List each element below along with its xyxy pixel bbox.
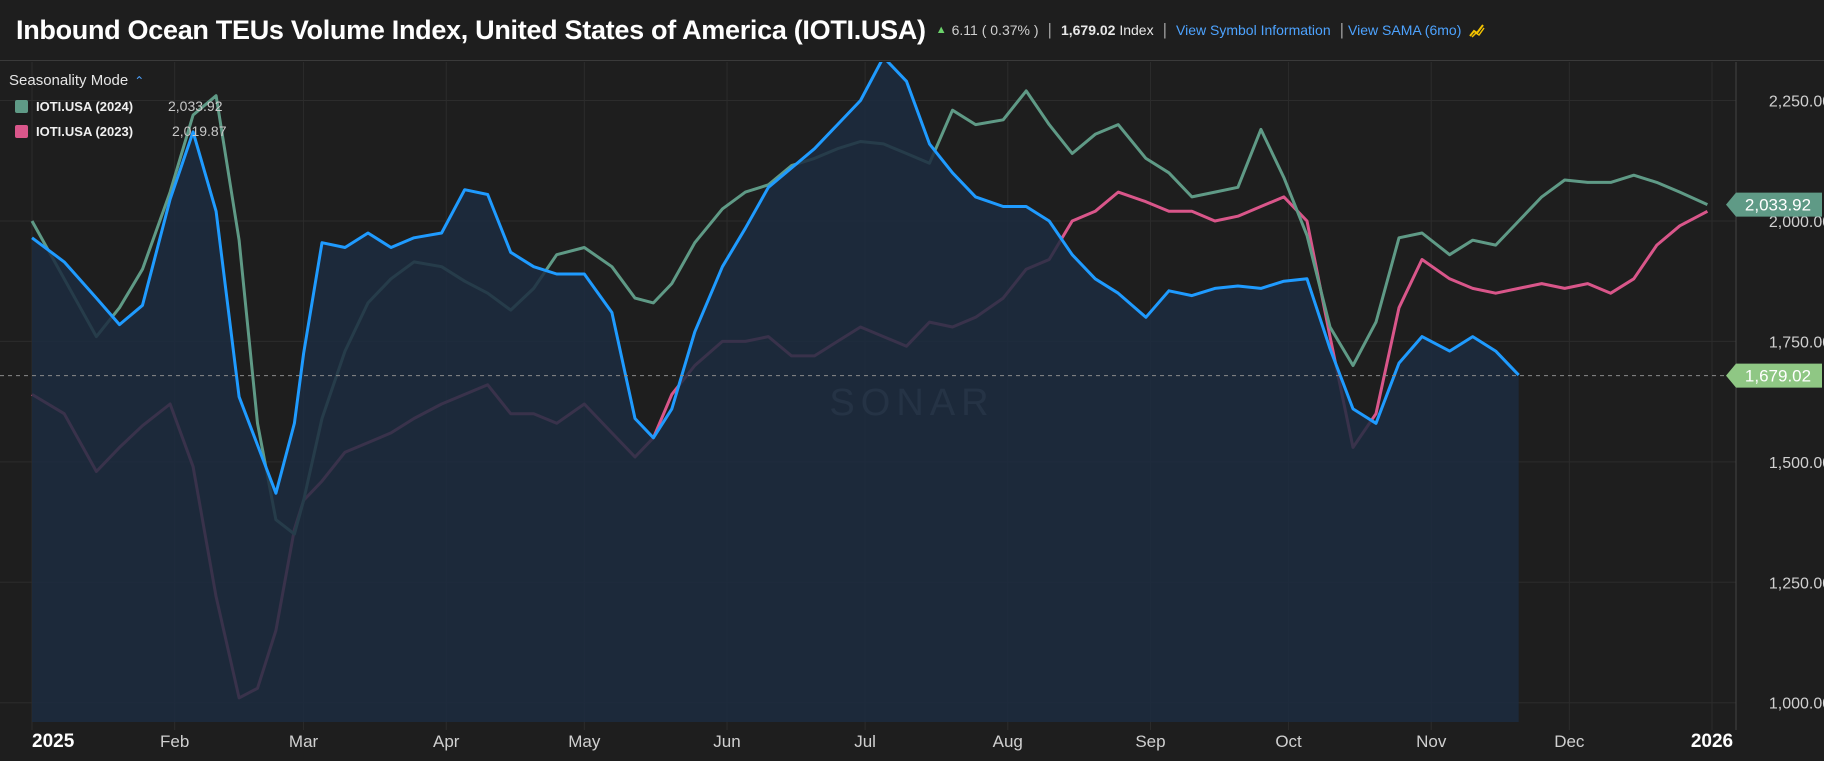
seasonality-mode-toggle[interactable]: Seasonality Mode ⌃ <box>9 72 227 89</box>
current-price: 1,679.02 Index <box>1061 22 1154 38</box>
x-tick-label: Oct <box>1275 732 1302 751</box>
price-change-value: 6.11 ( 0.37% ) <box>951 22 1039 38</box>
x-tick-label: Dec <box>1554 732 1585 751</box>
arrow-up-icon: ▲ <box>935 24 947 36</box>
chevron-up-icon[interactable]: ⌃ <box>134 73 145 88</box>
chart-area[interactable]: 1,000.00 1,250.00 1,500.00 1,750.00 2,000.00… <box>0 62 1824 761</box>
y-tick-label: 2,250.00 <box>1769 94 1824 111</box>
series-area-2025 <box>32 62 1519 722</box>
x-tick-label: Jun <box>713 732 740 751</box>
x-tick-label: Feb <box>160 732 189 751</box>
legend-label-2023: IOTI.USA (2023) <box>36 123 134 139</box>
price-tag-current: 1,679.02 <box>1745 367 1811 386</box>
price-unit: Index <box>1119 22 1154 38</box>
x-tick-label: 2026 <box>1691 731 1733 752</box>
view-symbol-information-link[interactable]: View Symbol Information <box>1176 22 1331 38</box>
price-tag-current-bg <box>1726 363 1822 388</box>
divider: | <box>1339 20 1345 39</box>
legend-swatch-2024 <box>15 99 28 113</box>
legend-value-2024: 2,033.92 <box>168 98 223 114</box>
y-tick-label: 1,750.00 <box>1769 334 1824 351</box>
legend-item-2024[interactable]: IOTI.USA (2024) 2,033.92 <box>9 98 227 114</box>
divider: | <box>1162 20 1168 39</box>
price-tag-2024-bg <box>1726 192 1822 217</box>
chart-header: Inbound Ocean TEUs Volume Index, United … <box>0 0 1824 61</box>
x-tick-label: Jul <box>854 732 876 751</box>
x-tick-label: 2025 <box>32 731 75 752</box>
y-tick-label: 2,000.00 <box>1769 214 1824 231</box>
x-tick-label: Mar <box>289 732 319 751</box>
divider: | <box>1047 20 1052 39</box>
view-sama-link[interactable]: View SAMA (6mo) <box>1348 22 1462 38</box>
price-tag-2024: 2,033.92 <box>1745 196 1811 215</box>
legend-label-2024: IOTI.USA (2024) <box>36 98 134 114</box>
y-tick-label: 1,000.00 <box>1769 696 1824 713</box>
chart-svg[interactable]: 1,000.00 1,250.00 1,500.00 1,750.00 2,000.00… <box>0 62 1824 761</box>
y-tick-label: 1,500.00 <box>1769 455 1824 472</box>
x-tick-label: Aug <box>993 732 1023 751</box>
sama-chart-icon[interactable] <box>1469 22 1485 38</box>
chart-title: Inbound Ocean TEUs Volume Index, United … <box>16 14 926 45</box>
legend-value-2023: 2,019.87 <box>172 123 227 139</box>
x-tick-label: Apr <box>433 732 460 751</box>
legend: Seasonality Mode ⌃ IOTI.USA (2024) 2,033… <box>9 72 227 139</box>
x-tick-label: Nov <box>1416 732 1447 751</box>
legend-item-2023[interactable]: IOTI.USA (2023) 2,019.87 <box>9 123 227 139</box>
series-line-2025 <box>31 62 1520 495</box>
x-tick-label: Sep <box>1135 732 1165 751</box>
current-price-value: 1,679.02 <box>1060 22 1116 38</box>
price-change: ▲ 6.11 ( 0.37% ) <box>936 22 1039 38</box>
legend-swatch-2023 <box>15 124 28 138</box>
x-tick-label: May <box>568 732 601 751</box>
y-tick-label: 1,250.00 <box>1769 575 1824 592</box>
seasonality-mode-label: Seasonality Mode <box>9 72 129 89</box>
